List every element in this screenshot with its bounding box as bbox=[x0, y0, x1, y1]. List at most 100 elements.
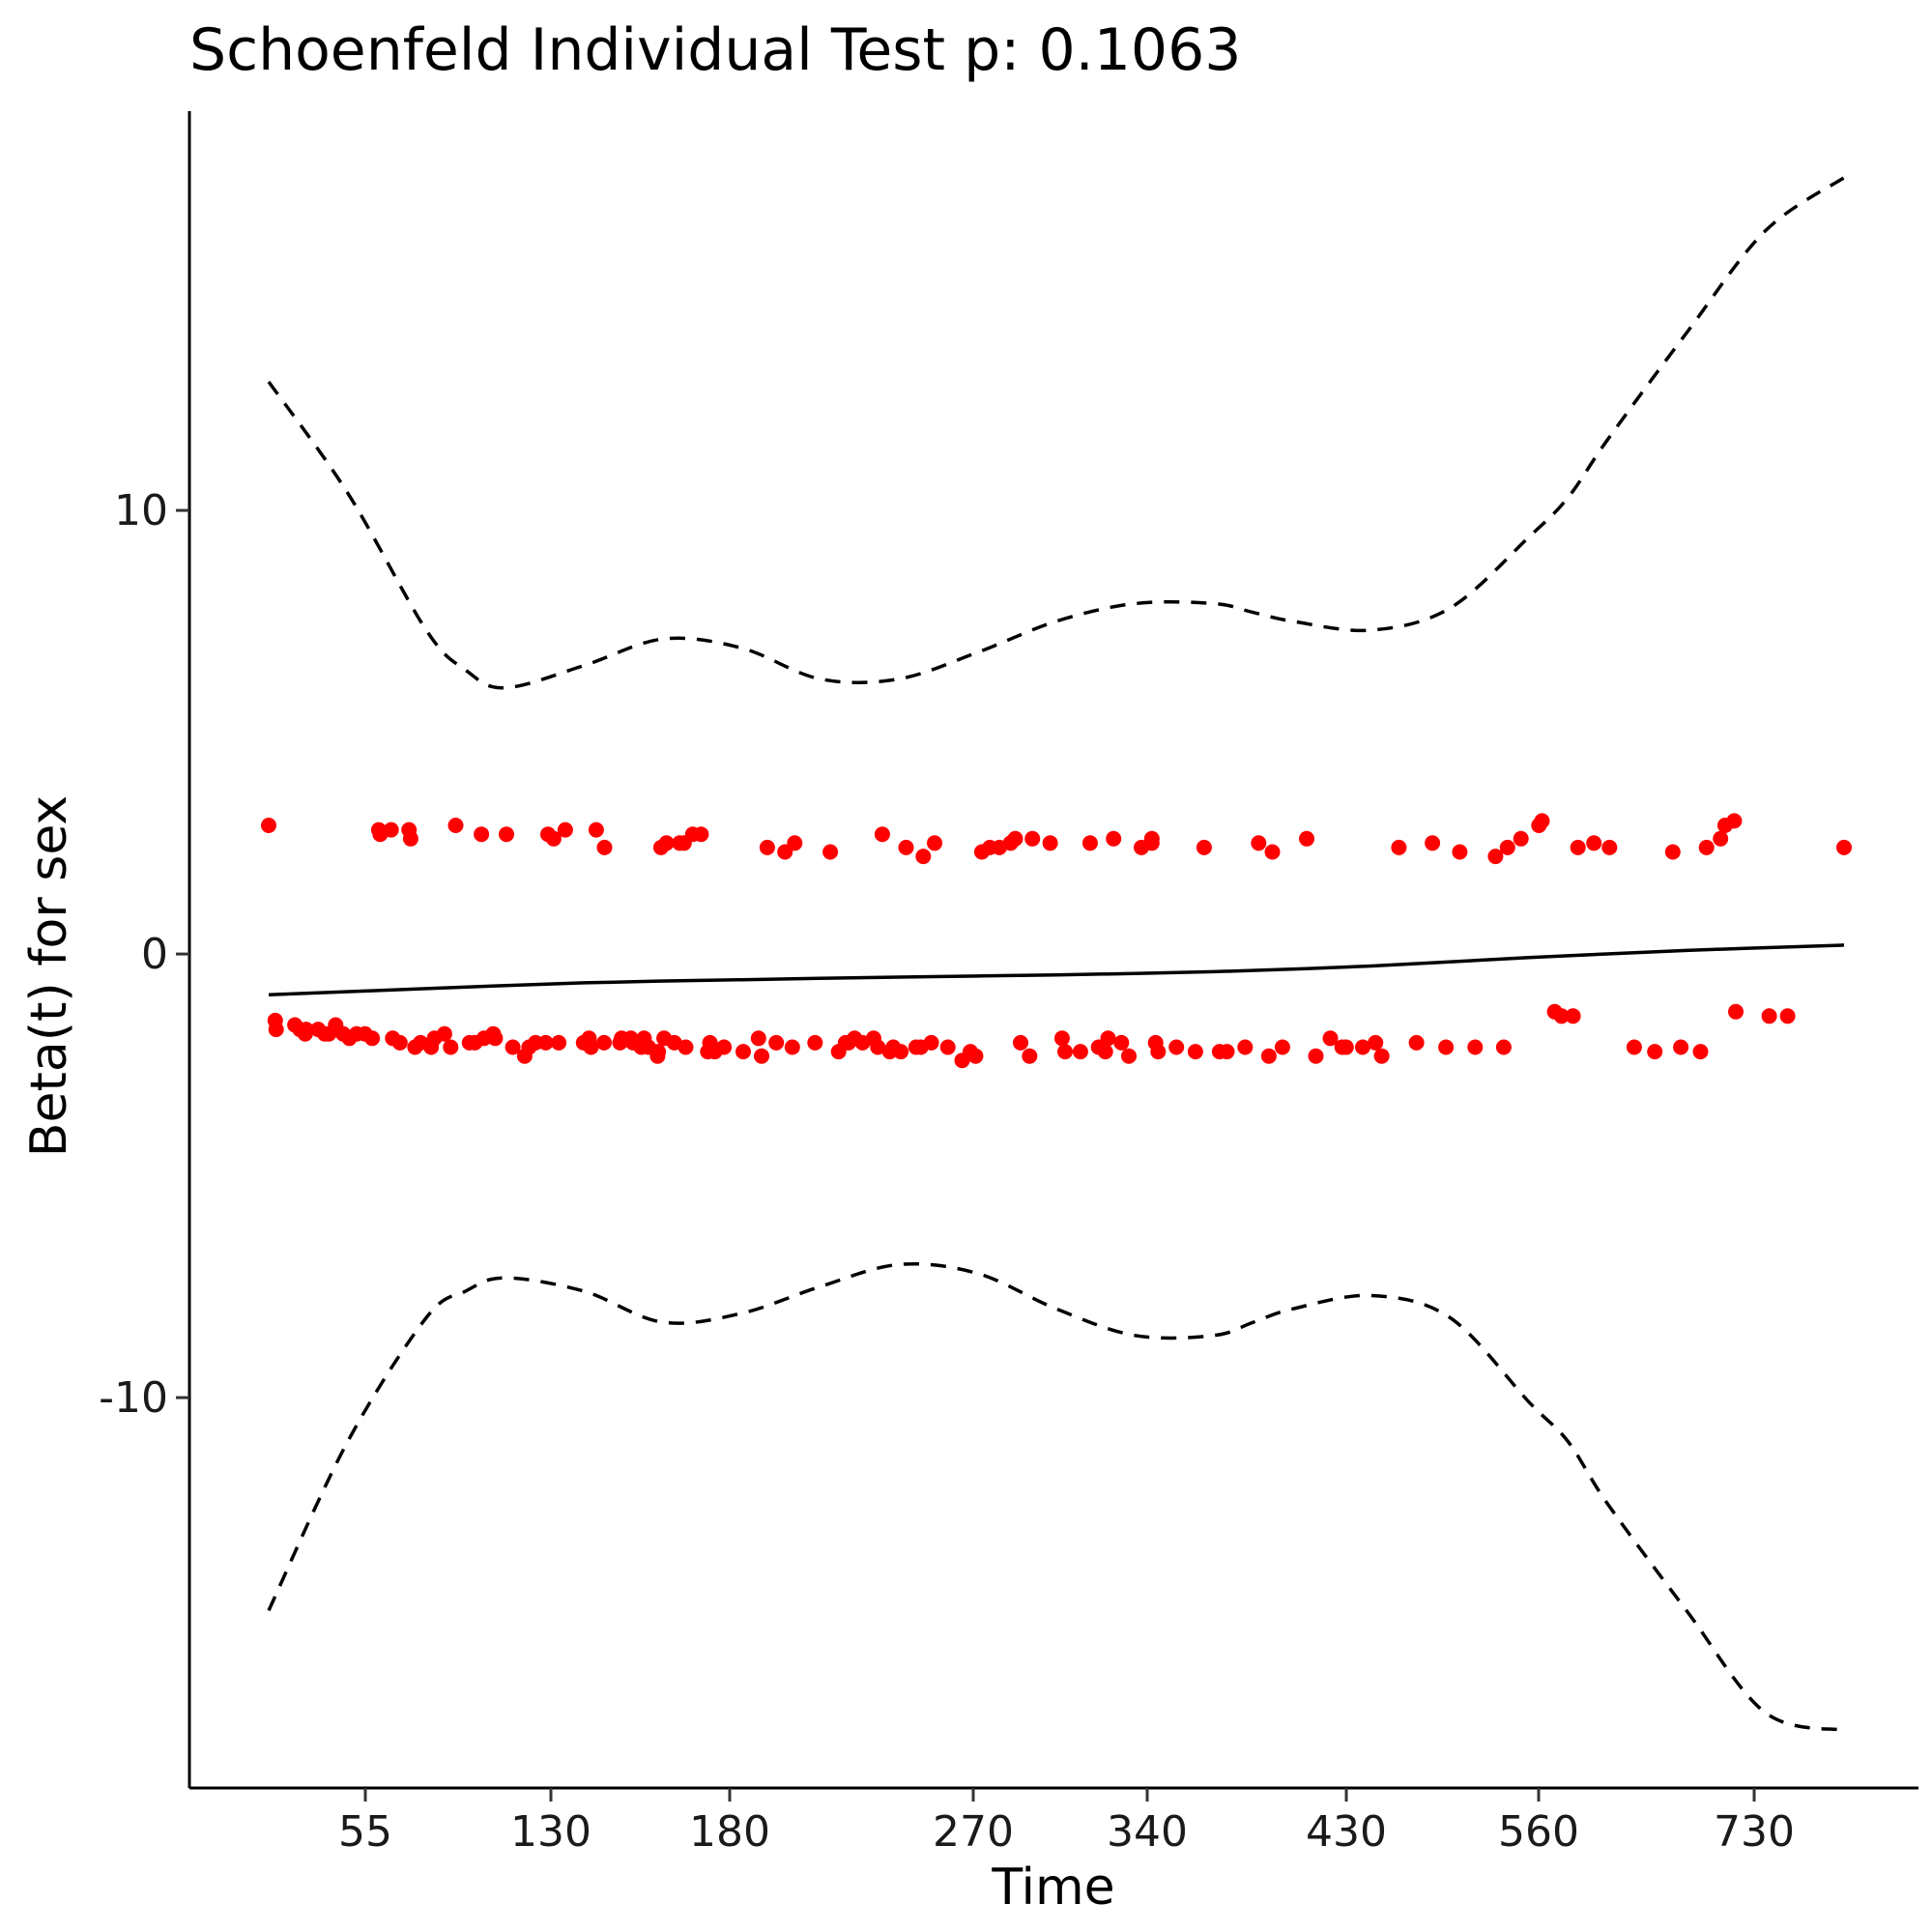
residual-point bbox=[1081, 835, 1098, 851]
y-ticks: -10 0 10 bbox=[99, 486, 189, 1423]
residual-point bbox=[557, 822, 573, 838]
residual-point bbox=[383, 822, 399, 838]
residual-point bbox=[915, 849, 932, 865]
residual-point bbox=[807, 1034, 823, 1051]
residual-point bbox=[1438, 1039, 1455, 1055]
residual-point bbox=[1308, 1048, 1324, 1064]
residual-point bbox=[893, 1044, 909, 1060]
residual-point bbox=[1373, 1048, 1390, 1064]
residual-point bbox=[1368, 1034, 1384, 1051]
residual-point bbox=[1322, 1030, 1339, 1047]
residual-point bbox=[1274, 1039, 1290, 1055]
residual-point bbox=[1100, 1030, 1116, 1047]
residual-point bbox=[261, 818, 276, 833]
residual-point bbox=[1121, 1048, 1137, 1064]
x-tick-label: 55 bbox=[338, 1807, 392, 1857]
residual-point bbox=[1513, 830, 1529, 847]
residual-point bbox=[650, 1044, 667, 1060]
residual-point bbox=[870, 1039, 886, 1055]
residual-point bbox=[1467, 1039, 1484, 1055]
x-tick-label: 180 bbox=[689, 1807, 770, 1857]
residual-point bbox=[1251, 835, 1267, 851]
x-tick-label: 560 bbox=[1498, 1807, 1579, 1857]
residual-point bbox=[1565, 1008, 1581, 1024]
residual-point bbox=[1673, 1039, 1689, 1055]
residual-point bbox=[1355, 1039, 1370, 1055]
residual-point bbox=[1553, 1008, 1570, 1024]
residual-point bbox=[1761, 1008, 1777, 1024]
residual-point bbox=[1726, 813, 1743, 829]
residual-point bbox=[693, 826, 709, 843]
residual-point bbox=[1106, 830, 1122, 847]
residual-point bbox=[1728, 1003, 1744, 1020]
residual-point bbox=[1713, 830, 1729, 847]
residual-point bbox=[1487, 849, 1504, 865]
x-tick-label: 340 bbox=[1107, 1807, 1188, 1857]
residual-point bbox=[1692, 1044, 1709, 1060]
residual-point bbox=[588, 822, 604, 838]
residual-point bbox=[1097, 1044, 1113, 1060]
residual-point bbox=[874, 826, 890, 843]
residual-point bbox=[1626, 1039, 1642, 1055]
residual-point bbox=[759, 839, 775, 855]
residual-point bbox=[927, 835, 942, 851]
residual-point bbox=[1042, 835, 1058, 851]
residual-point bbox=[391, 1034, 408, 1051]
x-tick-label: 270 bbox=[933, 1807, 1014, 1857]
residual-point bbox=[768, 1034, 785, 1051]
residual-point bbox=[1586, 835, 1602, 851]
fit-line bbox=[268, 943, 1845, 997]
x-tick-label: 130 bbox=[510, 1807, 591, 1857]
residual-point bbox=[487, 1030, 504, 1047]
residual-point bbox=[436, 1025, 452, 1042]
residual-point bbox=[1260, 1048, 1277, 1064]
residual-point bbox=[1113, 1034, 1130, 1051]
residual-point bbox=[1570, 839, 1586, 855]
residual-point bbox=[505, 1039, 521, 1055]
residual-point bbox=[596, 1034, 612, 1051]
x-ticks: 55 130 180 270 340 430 560 730 bbox=[338, 1788, 1795, 1857]
residual-point bbox=[1013, 1034, 1028, 1051]
residual-point bbox=[1534, 813, 1550, 829]
residual-point bbox=[537, 1034, 554, 1051]
residual-point bbox=[1664, 844, 1681, 860]
residual-point bbox=[447, 818, 464, 833]
residual-point bbox=[1338, 1039, 1354, 1055]
residual-point bbox=[1391, 839, 1407, 855]
residual-point bbox=[1150, 1044, 1167, 1060]
residual-point bbox=[939, 1039, 956, 1055]
plot-series bbox=[261, 176, 1852, 1733]
residual-point bbox=[1196, 839, 1212, 855]
residual-point bbox=[1143, 835, 1160, 851]
lower-band-line bbox=[267, 1261, 1845, 1733]
residual-point bbox=[1495, 1039, 1512, 1055]
residual-point bbox=[1024, 830, 1041, 847]
residual-point bbox=[1264, 844, 1281, 860]
residual-point bbox=[754, 1048, 769, 1064]
residual-point bbox=[551, 1034, 567, 1051]
residual-point bbox=[1237, 1039, 1254, 1055]
residual-point bbox=[1499, 839, 1515, 855]
residual-point bbox=[1408, 1034, 1425, 1051]
residual-point bbox=[1022, 1048, 1038, 1064]
residual-point bbox=[735, 1044, 751, 1060]
residual-point bbox=[402, 830, 418, 847]
residual-point bbox=[1647, 1044, 1663, 1060]
residual-point bbox=[1219, 1044, 1235, 1060]
residual-point bbox=[583, 1039, 599, 1055]
residual-point bbox=[474, 826, 490, 843]
x-tick-label: 430 bbox=[1306, 1807, 1387, 1857]
x-axis-title: Time bbox=[991, 1859, 1114, 1917]
residual-point bbox=[923, 1034, 939, 1051]
residual-point bbox=[784, 1039, 800, 1055]
residual-point bbox=[1168, 1039, 1185, 1055]
residual-point bbox=[750, 1030, 766, 1047]
residual-point bbox=[1779, 1008, 1796, 1024]
residual-point bbox=[1057, 1044, 1073, 1060]
residual-point bbox=[1425, 835, 1441, 851]
residual-point bbox=[364, 1030, 381, 1047]
residual-point bbox=[678, 1039, 694, 1055]
residual-point bbox=[298, 1022, 314, 1038]
residual-point bbox=[1299, 830, 1314, 847]
